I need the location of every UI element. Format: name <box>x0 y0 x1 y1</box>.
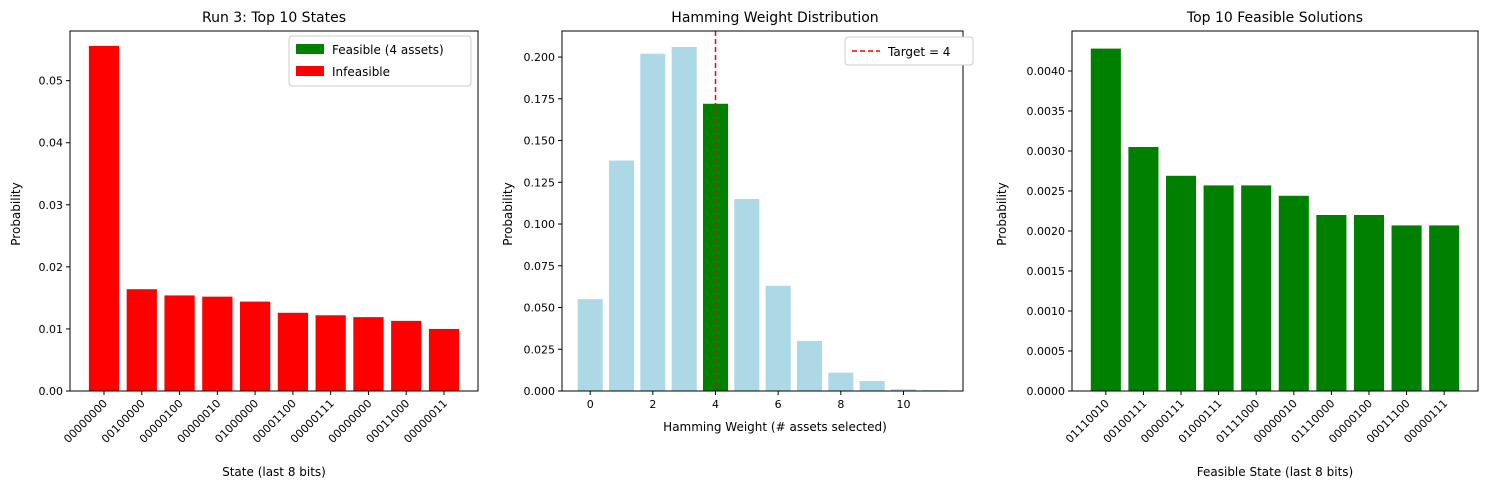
y-tick-label: 0.0030 <box>1027 145 1066 158</box>
bar <box>1316 215 1347 391</box>
legend-hamming-weight: Target = 4 <box>844 36 974 66</box>
x-tick-label: 6 <box>775 398 782 411</box>
bar <box>88 45 120 392</box>
xlabel-hamming-weight: Hamming Weight (# assets selected) <box>663 420 887 434</box>
legend-frame <box>844 36 974 66</box>
bars <box>88 45 460 392</box>
panel-hamming-weight: Hamming Weight Distribution Probability … <box>501 10 974 434</box>
bar <box>890 389 917 391</box>
x-tick-label: 10 <box>896 398 910 411</box>
xlabel-top-states: State (last 8 bits) <box>222 465 326 479</box>
y-tick-label: 0.025 <box>524 343 556 356</box>
bar <box>202 296 233 391</box>
bar <box>1203 185 1234 391</box>
bar <box>1391 225 1422 391</box>
y-tick-label: 0.01 <box>39 323 64 336</box>
legend-swatch-infeasible <box>296 66 324 76</box>
y-tick-label: 0.02 <box>39 261 64 274</box>
xlabel-feasible-solutions: Feasible State (last 8 bits) <box>1197 465 1353 479</box>
bar <box>1429 225 1460 391</box>
x-tick-label: 0 <box>587 398 594 411</box>
legend-swatch-feasible <box>296 44 324 54</box>
y-tick-label: 0.0035 <box>1027 105 1066 118</box>
y-tick-label: 0.0040 <box>1027 65 1066 78</box>
bar <box>1241 185 1272 391</box>
legend-label-infeasible: Infeasible <box>332 65 390 79</box>
bar <box>859 380 885 391</box>
bar <box>1128 147 1159 391</box>
x-tick-label: 2 <box>649 398 656 411</box>
bar <box>428 328 460 391</box>
bar <box>1165 175 1197 391</box>
panel-top-states: Run 3: Top 10 States Probability State (… <box>9 10 479 479</box>
y-tick-label: 0.0020 <box>1027 225 1066 238</box>
bar <box>640 53 666 392</box>
y-tick-label: 0.00 <box>39 385 64 398</box>
x-tick-label: 4 <box>712 398 719 411</box>
legend-label-target: Target = 4 <box>887 45 950 59</box>
y-tick-label: 0.100 <box>524 218 556 231</box>
y-tick-label: 0.150 <box>524 135 556 148</box>
legend-top-states: Feasible (4 assets) Infeasible <box>288 35 472 87</box>
bar <box>240 301 271 391</box>
bar <box>577 299 603 391</box>
y-tick-label: 0.05 <box>39 75 64 88</box>
y-tick-label: 0.175 <box>524 93 556 106</box>
ylabel-feasible-solutions: Probability <box>995 182 1009 245</box>
legend-frame <box>288 35 472 87</box>
bar <box>391 320 422 391</box>
y-tick-label: 0.04 <box>39 137 64 150</box>
bar <box>277 312 308 391</box>
y-tick-label: 0.075 <box>524 260 556 273</box>
bar <box>1278 195 1309 391</box>
plot-frame <box>561 30 964 392</box>
bars <box>577 47 948 392</box>
title-hamming-weight: Hamming Weight Distribution <box>671 10 878 26</box>
bar <box>608 160 635 391</box>
legend-label-feasible: Feasible (4 assets) <box>332 43 444 57</box>
y-tick-label: 0.03 <box>39 199 64 212</box>
ylabel-hamming-weight: Probability <box>501 182 515 245</box>
ylabel-top-states: Probability <box>9 182 23 245</box>
y-tick-label: 0.0015 <box>1027 265 1066 278</box>
y-tick-label: 0.125 <box>524 176 556 189</box>
bar <box>765 285 791 391</box>
y-tick-label: 0.000 <box>524 385 556 398</box>
bar <box>353 317 384 391</box>
bar <box>1353 215 1385 391</box>
bar <box>164 295 195 391</box>
plot-frame <box>1071 30 1479 392</box>
y-tick-label: 0.0025 <box>1027 185 1066 198</box>
y-tick-label: 0.0005 <box>1027 345 1066 358</box>
bar <box>671 47 697 391</box>
bar <box>828 372 854 391</box>
y-tick-label: 0.0000 <box>1027 385 1066 398</box>
panel-feasible-solutions: Top 10 Feasible Solutions Probability Fe… <box>995 10 1479 479</box>
bar <box>796 340 823 391</box>
plot-frame <box>69 30 479 392</box>
bar <box>734 198 760 391</box>
bar <box>1090 48 1121 391</box>
y-tick-label: 0.200 <box>524 51 556 64</box>
bar <box>315 315 346 391</box>
bar <box>126 289 157 391</box>
title-top-states: Run 3: Top 10 States <box>202 10 346 26</box>
y-tick-label: 0.0010 <box>1027 305 1066 318</box>
bars <box>1090 48 1460 391</box>
title-feasible-solutions: Top 10 Feasible Solutions <box>1186 10 1363 26</box>
x-tick-label: 8 <box>837 398 844 411</box>
y-tick-label: 0.050 <box>524 302 556 315</box>
